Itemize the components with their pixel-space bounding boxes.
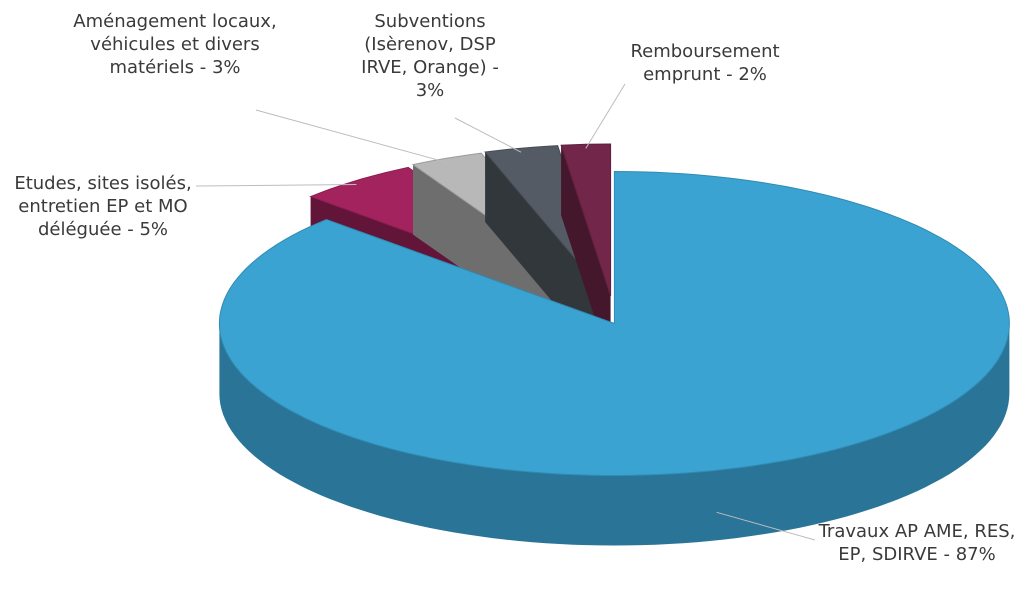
leader-line: [585, 83, 626, 149]
leader-line: [716, 511, 816, 541]
slice-label: Travaux AP AME, RES, EP, SDIRVE - 87%: [818, 521, 1014, 565]
leader-line: [255, 109, 447, 163]
leader-line: [454, 117, 522, 153]
leader-line: [195, 184, 357, 187]
slice-side: [219, 323, 1010, 546]
slice-label: Etudes, sites isolés, entretien EP et MO…: [14, 173, 192, 240]
slice-label: Subventions (Isèrenov, DSP IRVE, Orange)…: [361, 11, 499, 101]
slice: [560, 143, 612, 297]
slice-label: Remboursement emprunt - 2%: [630, 41, 780, 85]
slice: [218, 170, 1010, 476]
slice-wall: [561, 145, 611, 366]
slice-label: Aménagement locaux, véhicules et divers …: [73, 11, 277, 78]
